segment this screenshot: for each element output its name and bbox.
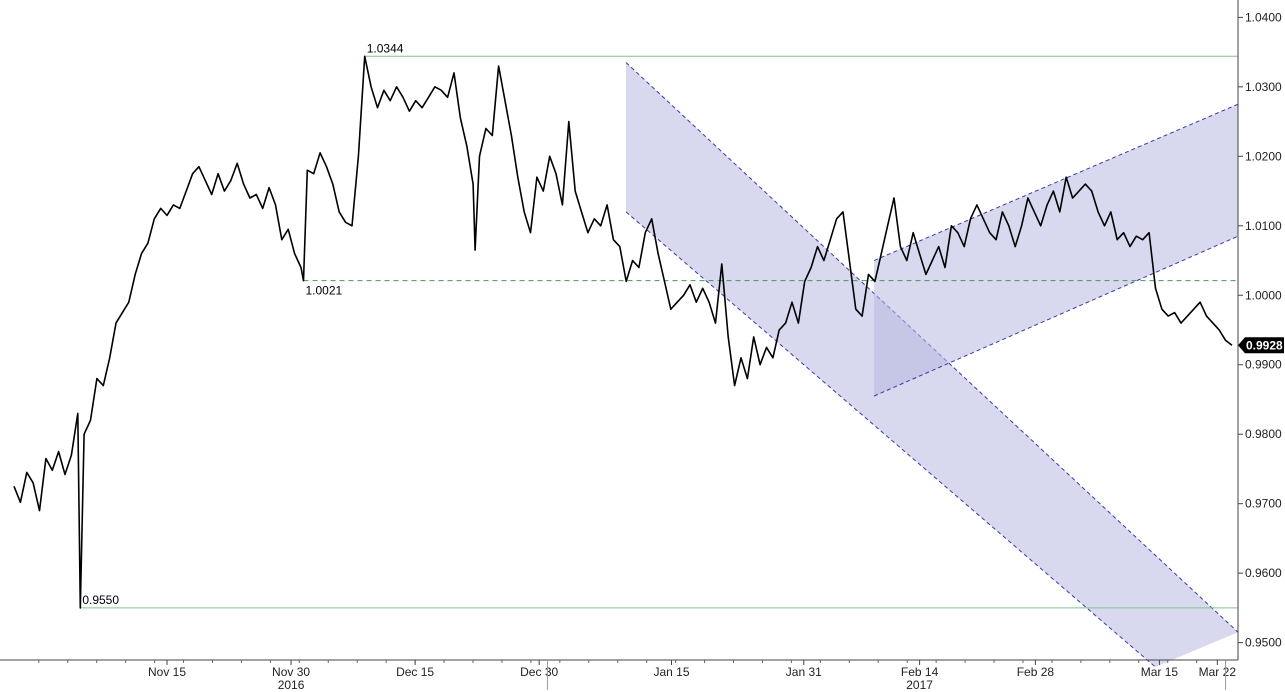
y-tick-label: 0.9700 (1245, 497, 1282, 511)
reference-label-1.0344: 1.0344 (367, 41, 404, 55)
y-tick-label: 1.0400 (1245, 10, 1282, 24)
x-tick-label: Nov 15 (148, 665, 186, 679)
y-tick-label: 0.9800 (1245, 427, 1282, 441)
last-price-badge (1238, 337, 1284, 354)
channel-upper-line-1 (625, 62, 1239, 633)
price-line (13, 55, 1233, 609)
x-tick-label: Mar 15 (1141, 665, 1179, 679)
x-tick-label: Dec 15 (396, 665, 434, 679)
x-year-label: 2017 (906, 678, 933, 692)
x-year-label: 2016 (278, 678, 305, 692)
x-tick-label: Feb 14 (901, 665, 939, 679)
last-price-marker: 0.9928 (1238, 337, 1284, 354)
x-tick-label: Jan 31 (786, 665, 822, 679)
x-tick-label: Dec 30 (520, 665, 558, 679)
x-axis: Nov 15 Nov 30 Dec 15 Dec 30 Jan 15 Jan 31 Feb … (0, 659, 1238, 692)
trend-channels (625, 62, 1239, 668)
channel-upper-line-2 (873, 103, 1239, 261)
y-axis: 1.0400 1.0300 1.0200 1.0100 1.0000 0.9900 0.98… (1237, 0, 1282, 660)
channel-lower-line-1 (625, 211, 1156, 668)
channel-lower-line-2 (873, 235, 1239, 397)
x-tick-label: Nov 30 (272, 665, 310, 679)
price-series (13, 55, 1233, 609)
reference-lines: 1.0344 1.0021 0.9550 (80, 41, 1238, 609)
y-tick-label: 1.0200 (1245, 149, 1282, 163)
x-tick-label: Feb 28 (1017, 665, 1055, 679)
x-tick-label: Mar 22 (1199, 665, 1237, 679)
reference-label-0.9550: 0.9550 (82, 593, 119, 607)
y-tick-label: 0.9900 (1245, 358, 1282, 372)
y-tick-label: 1.0000 (1245, 288, 1282, 302)
last-price-label: 0.9928 (1246, 338, 1283, 352)
y-tick-label: 0.9600 (1245, 566, 1282, 580)
reference-label-1.0021: 1.0021 (306, 284, 343, 298)
channel-fill-2 (874, 104, 1238, 397)
y-tick-label: 0.9500 (1245, 636, 1282, 650)
x-tick-label: Jan 15 (653, 665, 689, 679)
y-tick-label: 1.0100 (1245, 219, 1282, 233)
y-tick-label: 1.0300 (1245, 80, 1282, 94)
